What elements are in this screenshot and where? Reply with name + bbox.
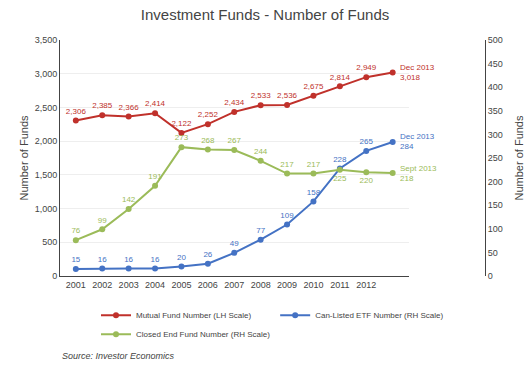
svg-text:100: 100 — [488, 224, 503, 234]
svg-text:2,306: 2,306 — [66, 107, 87, 116]
svg-text:250: 250 — [488, 153, 503, 163]
svg-text:158: 158 — [307, 188, 321, 197]
svg-text:3,000: 3,000 — [35, 69, 58, 79]
svg-text:2,949: 2,949 — [356, 63, 377, 72]
svg-text:273: 273 — [175, 133, 189, 142]
svg-text:2,000: 2,000 — [35, 136, 58, 146]
svg-text:15: 15 — [71, 255, 80, 264]
svg-text:16: 16 — [151, 255, 160, 264]
svg-text:228: 228 — [333, 155, 347, 164]
svg-text:2007: 2007 — [224, 280, 244, 290]
svg-text:Dec 20133,018: Dec 20133,018 — [400, 63, 435, 82]
svg-text:Mutual Fund Number (LH Scale): Mutual Fund Number (LH Scale) — [136, 311, 251, 320]
svg-text:350: 350 — [488, 106, 503, 116]
svg-text:2,366: 2,366 — [119, 103, 140, 112]
svg-text:200: 200 — [488, 177, 503, 187]
svg-text:2,434: 2,434 — [224, 98, 245, 107]
svg-text:244: 244 — [254, 147, 268, 156]
svg-text:Number of Funds: Number of Funds — [18, 115, 30, 200]
svg-text:77: 77 — [256, 226, 265, 235]
svg-text:2004: 2004 — [145, 280, 165, 290]
svg-text:225: 225 — [333, 174, 347, 183]
svg-text:2,533: 2,533 — [251, 91, 272, 100]
svg-text:2009: 2009 — [277, 280, 297, 290]
svg-text:3,500: 3,500 — [35, 35, 58, 45]
svg-text:150: 150 — [488, 200, 503, 210]
svg-text:16: 16 — [124, 255, 133, 264]
svg-text:2011: 2011 — [330, 280, 349, 290]
svg-text:2001: 2001 — [66, 280, 86, 290]
svg-text:191: 191 — [148, 172, 162, 181]
svg-text:Source: Investor Economics: Source: Investor Economics — [62, 351, 175, 361]
svg-text:2002: 2002 — [92, 280, 112, 290]
svg-text:268: 268 — [201, 136, 215, 145]
svg-text:142: 142 — [122, 195, 136, 204]
svg-text:Investment Funds - Number of F: Investment Funds - Number of Funds — [141, 6, 389, 23]
svg-text:Dec 2013284: Dec 2013284 — [400, 132, 435, 151]
svg-text:2010: 2010 — [303, 280, 323, 290]
svg-text:500: 500 — [42, 237, 57, 247]
svg-text:300: 300 — [488, 130, 503, 140]
svg-text:2003: 2003 — [119, 280, 139, 290]
svg-text:Number of Funds: Number of Funds — [513, 115, 525, 200]
svg-text:2,414: 2,414 — [145, 99, 166, 108]
svg-text:2,675: 2,675 — [303, 82, 324, 91]
svg-text:50: 50 — [488, 248, 498, 258]
svg-text:267: 267 — [228, 136, 242, 145]
svg-text:26: 26 — [203, 250, 212, 259]
svg-text:2,536: 2,536 — [277, 91, 298, 100]
svg-text:2006: 2006 — [198, 280, 218, 290]
svg-text:2008: 2008 — [251, 280, 271, 290]
svg-text:220: 220 — [360, 176, 374, 185]
svg-text:76: 76 — [71, 226, 80, 235]
svg-text:99: 99 — [98, 216, 107, 225]
svg-text:265: 265 — [360, 137, 374, 146]
svg-text:Closed End Fund Number (RH Sca: Closed End Fund Number (RH Scale) — [136, 330, 270, 339]
svg-text:1,500: 1,500 — [35, 170, 58, 180]
svg-text:1,000: 1,000 — [35, 204, 58, 214]
svg-text:217: 217 — [280, 160, 294, 169]
svg-text:Sept 2013218: Sept 2013218 — [400, 164, 437, 183]
svg-text:109: 109 — [280, 211, 294, 220]
svg-text:2012: 2012 — [356, 280, 376, 290]
svg-text:217: 217 — [307, 160, 321, 169]
svg-text:20: 20 — [177, 253, 186, 262]
svg-text:49: 49 — [230, 239, 239, 248]
svg-text:2,814: 2,814 — [330, 73, 351, 82]
svg-text:16: 16 — [98, 255, 107, 264]
svg-text:400: 400 — [488, 82, 503, 92]
svg-text:500: 500 — [488, 35, 503, 45]
svg-text:2,252: 2,252 — [198, 110, 219, 119]
svg-text:450: 450 — [488, 59, 503, 69]
svg-text:2,122: 2,122 — [171, 119, 192, 128]
svg-text:2,500: 2,500 — [35, 103, 58, 113]
svg-text:Can-Listed ETF Number (RH Scal: Can-Listed ETF Number (RH Scale) — [315, 311, 443, 320]
svg-text:0: 0 — [488, 271, 493, 281]
svg-text:0: 0 — [52, 271, 57, 281]
svg-text:2,385: 2,385 — [92, 101, 113, 110]
svg-text:2005: 2005 — [171, 280, 191, 290]
